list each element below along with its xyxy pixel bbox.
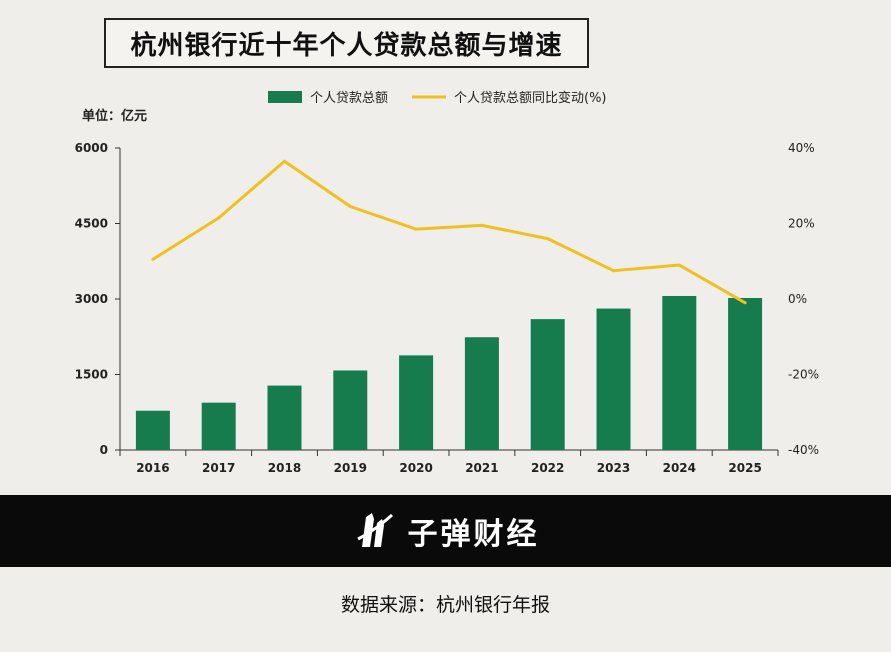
left-tick-label: 0 xyxy=(100,443,108,457)
line-point-2021 xyxy=(480,223,484,227)
bar-2025 xyxy=(728,297,763,450)
line-point-2017 xyxy=(217,216,221,220)
x-tick-label: 2019 xyxy=(334,461,367,475)
bar-2018 xyxy=(267,385,302,450)
combo-chart: 单位：亿元 个人贷款总额 个人贷款总额同比变动(%) 0 1500 3000 4500 600… xyxy=(75,90,819,475)
left-tick-label: 1500 xyxy=(75,368,108,382)
bar-2016 xyxy=(135,410,170,450)
bullet-logo-icon xyxy=(356,513,393,547)
line-point-2018 xyxy=(283,159,286,163)
left-tick-label: 6000 xyxy=(75,141,108,155)
right-tick-label: 40% xyxy=(788,141,815,155)
bar-2017 xyxy=(201,402,236,450)
data-source: 数据来源：杭州银行年报 xyxy=(340,594,550,616)
right-tick-label: 0% xyxy=(788,292,807,306)
right-tick-label: 20% xyxy=(788,217,815,231)
bar-2020 xyxy=(399,355,434,450)
line-point-2022 xyxy=(546,237,550,241)
x-tick-label: 2017 xyxy=(202,461,235,475)
legend-swatch-bar xyxy=(268,91,302,103)
x-tick-label: 2024 xyxy=(663,461,696,475)
bar-2024 xyxy=(662,295,697,450)
x-tick-label: 2021 xyxy=(465,461,498,475)
bar-2022 xyxy=(530,319,565,450)
left-tick-label: 3000 xyxy=(75,292,108,306)
right-tick-label: -20% xyxy=(788,368,819,382)
growth-line xyxy=(152,159,746,305)
line-point-2024 xyxy=(677,263,681,267)
legend-label-line: 个人贷款总额同比变动(%) xyxy=(454,90,607,106)
left-tick-label: 4500 xyxy=(75,217,108,231)
x-tick-label: 2018 xyxy=(268,461,301,475)
brand-banner: 子弹财经 xyxy=(0,495,891,567)
x-tick-label: 2023 xyxy=(597,461,630,475)
x-tick-label: 2016 xyxy=(136,461,169,475)
bar-2019 xyxy=(333,370,368,450)
unit-label: 单位：亿元 xyxy=(82,108,147,124)
brand-name: 子弹财经 xyxy=(407,517,540,552)
legend-label-bar: 个人贷款总额 xyxy=(310,91,388,106)
chart-title: 杭州银行近十年个人贷款总额与增速 xyxy=(104,18,589,68)
line-point-2025 xyxy=(743,301,747,305)
x-tick-label: 2022 xyxy=(531,461,564,475)
x-tick-label: 2025 xyxy=(728,461,761,475)
line-point-2023 xyxy=(612,269,615,273)
right-tick-label: -40% xyxy=(788,443,819,457)
line-point-2019 xyxy=(348,205,352,209)
bar-2023 xyxy=(596,308,631,450)
bar-2021 xyxy=(464,337,499,450)
x-tick-label: 2020 xyxy=(399,461,432,475)
line-point-2020 xyxy=(414,227,418,231)
line-point-2016 xyxy=(151,257,155,261)
